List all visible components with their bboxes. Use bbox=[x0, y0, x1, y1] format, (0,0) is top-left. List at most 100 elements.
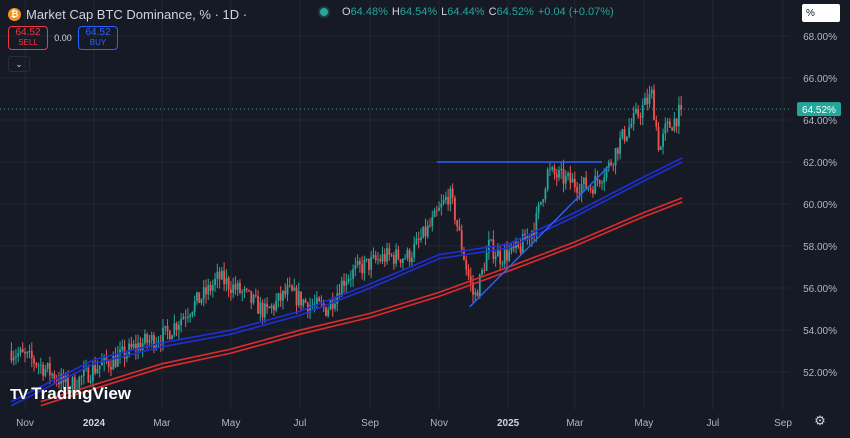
symbol-title[interactable]: Market Cap BTC Dominance, % · 1D · bbox=[26, 6, 248, 22]
candle-body bbox=[12, 357, 15, 361]
candle-body bbox=[311, 305, 314, 306]
candle-body bbox=[374, 255, 377, 260]
ohlc-open-value: 64.48% bbox=[350, 6, 388, 18]
candle-body bbox=[338, 293, 341, 297]
candle-body bbox=[340, 280, 343, 297]
candle-body bbox=[390, 254, 393, 256]
candle-body bbox=[275, 300, 278, 311]
candle-body bbox=[417, 238, 420, 240]
chart-settings-icon[interactable]: ⚙ bbox=[814, 413, 826, 428]
candle-body bbox=[24, 352, 26, 354]
candle-body bbox=[46, 363, 49, 369]
candle-body bbox=[227, 278, 230, 290]
candle-body bbox=[411, 257, 413, 263]
candle-body bbox=[168, 331, 171, 340]
candle-body bbox=[370, 257, 373, 270]
ohlc-open-key: O bbox=[342, 6, 351, 18]
candle-body bbox=[558, 170, 560, 178]
candle-body bbox=[397, 249, 400, 260]
buy-button[interactable]: 64.52 BUY bbox=[78, 26, 118, 50]
candle-body bbox=[193, 300, 196, 313]
candle-body bbox=[28, 351, 31, 353]
sell-button[interactable]: 64.52 SELL bbox=[8, 26, 48, 50]
candle-body bbox=[266, 303, 269, 307]
candle-body bbox=[680, 104, 683, 110]
candle-body bbox=[569, 173, 572, 183]
candle-body bbox=[17, 353, 20, 357]
candle-body bbox=[354, 265, 357, 270]
candle-body bbox=[467, 269, 470, 276]
buy-label: BUY bbox=[89, 38, 107, 47]
candle-body bbox=[55, 379, 58, 381]
candle-body bbox=[225, 278, 228, 285]
candle-body bbox=[662, 133, 664, 147]
candle-body bbox=[388, 248, 391, 255]
candle-body bbox=[474, 292, 477, 295]
candle-body bbox=[580, 184, 583, 194]
candle-body bbox=[630, 123, 633, 128]
candle-body bbox=[175, 323, 178, 330]
scale-mode-button[interactable]: % bbox=[802, 4, 840, 22]
candle-body bbox=[261, 302, 264, 318]
candle-body bbox=[530, 231, 533, 239]
trade-panel: 64.52 SELL 0.00 64.52 BUY bbox=[8, 26, 118, 50]
candle-body bbox=[499, 250, 502, 264]
candle-body bbox=[82, 368, 85, 377]
candle-body bbox=[485, 252, 488, 271]
candle-body bbox=[598, 180, 601, 184]
candle-body bbox=[440, 203, 443, 208]
candle-body bbox=[379, 259, 382, 262]
candle-body bbox=[508, 251, 511, 261]
candle-body bbox=[232, 284, 235, 294]
candle-body bbox=[103, 356, 106, 362]
candle-body bbox=[639, 116, 642, 118]
candle-body bbox=[619, 137, 621, 154]
candle-body bbox=[386, 248, 388, 262]
candle-body bbox=[635, 109, 637, 113]
candle-body bbox=[96, 368, 99, 374]
candle-body bbox=[37, 365, 40, 367]
candle-body bbox=[51, 373, 54, 376]
spread-value: 0.00 bbox=[54, 33, 72, 43]
candle-body bbox=[119, 349, 121, 355]
candle-body bbox=[291, 285, 293, 291]
collapse-legend-button[interactable]: ⌄ bbox=[8, 56, 30, 72]
candle-body bbox=[363, 260, 366, 274]
buy-price: 64.52 bbox=[85, 27, 111, 38]
candle-body bbox=[259, 302, 262, 314]
y-axis-tick-label: 62.00% bbox=[803, 158, 837, 169]
candle-body bbox=[605, 167, 608, 178]
candle-body bbox=[78, 376, 81, 390]
candle-body bbox=[318, 297, 321, 302]
candle-body bbox=[589, 188, 592, 190]
candle-body bbox=[560, 168, 563, 171]
candle-body bbox=[180, 319, 183, 326]
candle-body bbox=[612, 164, 615, 166]
candle-body bbox=[406, 250, 409, 259]
candle-body bbox=[490, 239, 493, 241]
candle-body bbox=[365, 258, 368, 261]
y-axis-tick-label: 60.00% bbox=[803, 200, 837, 211]
tradingview-logo-icon: TV bbox=[10, 385, 28, 403]
symbol-header[interactable]: ₿ Market Cap BTC Dominance, % · 1D · bbox=[8, 5, 247, 23]
candle-body bbox=[404, 258, 407, 260]
candle-body bbox=[214, 278, 216, 285]
candle-body bbox=[112, 356, 115, 370]
candle-body bbox=[576, 187, 578, 193]
candle-body bbox=[435, 210, 438, 212]
candle-body bbox=[101, 361, 103, 366]
candle-body bbox=[10, 351, 13, 361]
candle-body bbox=[648, 93, 651, 105]
bitcoin-icon: ₿ bbox=[8, 7, 21, 21]
candle-body bbox=[191, 312, 194, 316]
candle-body bbox=[205, 287, 207, 295]
candle-body bbox=[107, 361, 110, 368]
candle-body bbox=[616, 148, 619, 154]
candle-body bbox=[243, 288, 246, 292]
candle-body bbox=[442, 199, 445, 204]
candle-body bbox=[573, 178, 576, 188]
candle-body bbox=[433, 210, 436, 218]
candle-body bbox=[451, 188, 454, 198]
candle-body bbox=[182, 317, 185, 320]
